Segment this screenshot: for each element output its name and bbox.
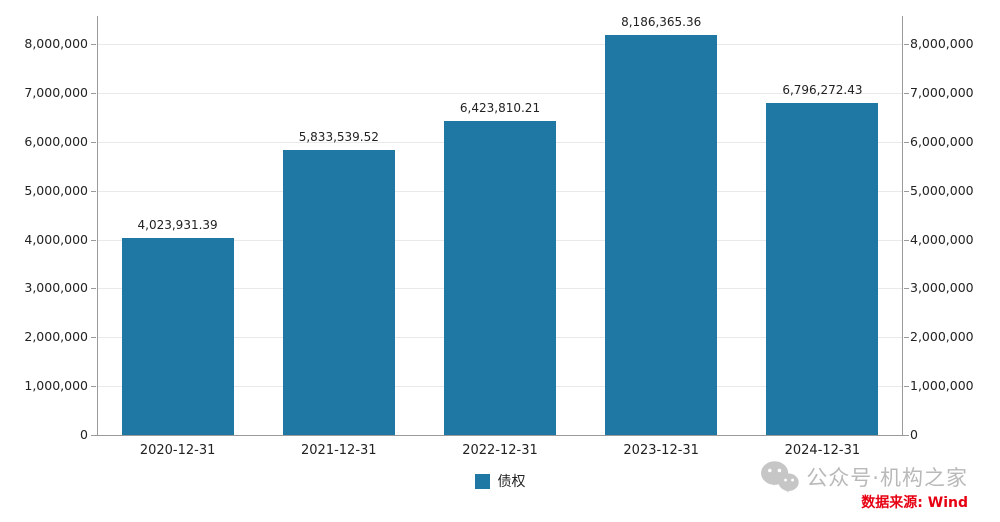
y-tick-mark [904,141,909,143]
grid-line [97,44,903,46]
bar [766,102,879,435]
y-tick-mark [904,92,909,94]
x-tick-label: 2023-12-31 [623,443,699,458]
y-tick-label: 0 [910,427,918,442]
y-tick-label: 1,000,000 [24,378,88,394]
y-tick-label: 1,000,000 [910,378,974,394]
bar [444,121,556,435]
y-tick-mark [904,337,909,339]
y-tick-label: 7,000,000 [24,84,88,100]
y-tick-mark [91,386,96,388]
bar-value-label: 5,833,539.52 [298,129,379,144]
y-tick-mark [904,44,909,46]
legend-swatch [474,473,490,489]
y-tick-label: 4,000,000 [24,231,88,247]
legend: 债权 [0,471,1000,491]
y-tick-mark [91,44,96,46]
y-axis-line-right [902,16,903,435]
y-tick-label: 3,000,000 [910,280,974,296]
bar-value-label: 8,186,365.36 [621,15,702,30]
wechat-icon [758,459,800,495]
x-tick-label: 2021-12-31 [301,443,377,458]
y-tick-mark [91,92,96,94]
y-tick-label: 5,000,000 [24,182,88,198]
bar-value-label: 6,423,810.21 [459,101,541,116]
y-tick-label: 4,000,000 [910,231,974,247]
y-tick-mark [904,239,909,241]
y-axis-line-left [97,16,98,435]
y-tick-label: 8,000,000 [24,36,88,52]
data-source-note: 数据来源: Wind [861,495,968,511]
y-tick-label: 8,000,000 [910,36,974,52]
y-tick-mark [91,190,96,192]
x-axis-line [91,435,909,436]
y-tick-mark [91,239,96,241]
y-tick-label: 0 [80,427,88,442]
y-tick-label: 6,000,000 [910,133,974,149]
plot-area: 4,023,931.39 5,833,539.52 6,423,810.21 8,18… [91,15,909,436]
x-tick-label: 2024-12-31 [784,443,861,458]
y-tick-label: 6,000,000 [24,133,88,149]
y-tick-mark [91,141,96,143]
x-tick-label: 2022-12-31 [462,443,538,458]
y-tick-label: 2,000,000 [24,329,88,345]
y-tick-label: 3,000,000 [24,280,88,296]
bar-value-label: 6,796,272.43 [782,82,863,97]
bar [121,238,234,435]
y-tick-mark [904,386,909,388]
bar-value-label: 4,023,931.39 [137,218,218,233]
y-tick-label: 2,000,000 [910,329,974,345]
y-tick-mark [904,288,909,290]
legend-label: 债权 [497,474,526,490]
bar [605,35,718,435]
y-tick-label: 7,000,000 [910,84,974,100]
watermark-text: 公众号·机构之家 [806,466,968,490]
y-tick-mark [91,288,96,290]
y-tick-mark [91,337,96,339]
y-tick-mark [904,190,909,192]
grid-line [97,92,903,94]
y-tick-label: 5,000,000 [910,182,974,198]
x-tick-label: 2020-12-31 [139,443,216,458]
bar [282,149,395,435]
watermark: 公众号·机构之家 [758,459,968,495]
